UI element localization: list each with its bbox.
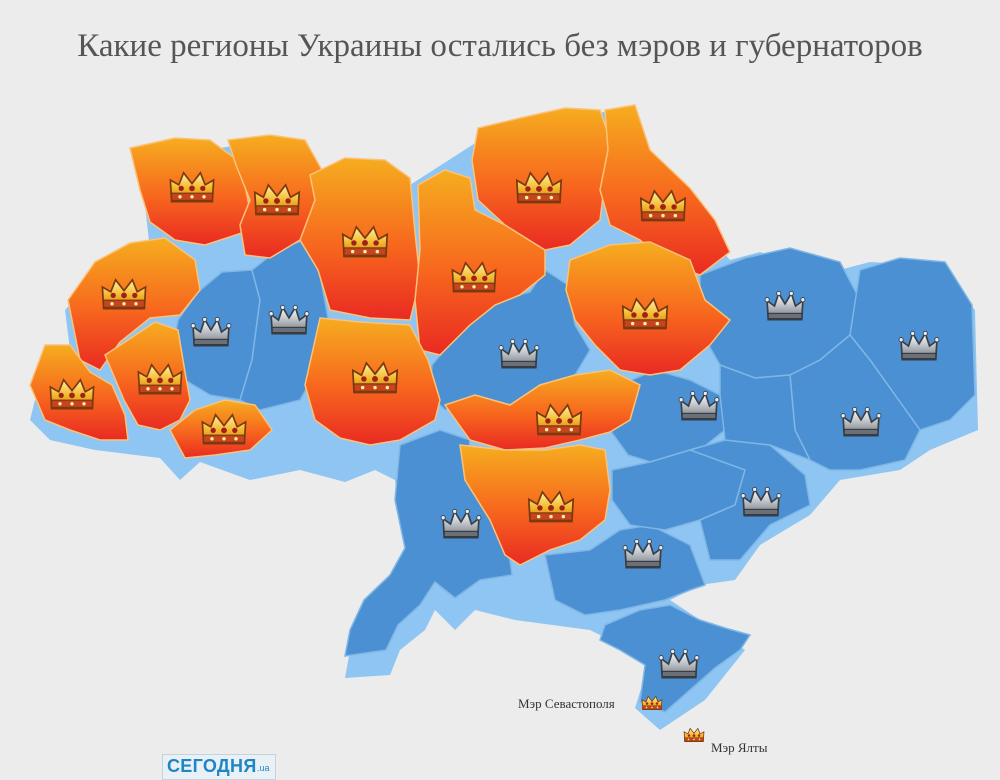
regions-without-head (29, 104, 732, 566)
region-dnipropetrovsk (719, 363, 812, 462)
map-title: Какие регионы Украины остались без мэров… (77, 28, 923, 64)
region-chernihiv (471, 107, 611, 251)
logo-name: СЕГОДНЯ (167, 756, 257, 776)
golden-crown-icon (683, 728, 705, 743)
callout-yalta: Мэр Ялты (711, 740, 768, 755)
region-poltava (609, 369, 726, 466)
region-sumy (599, 104, 731, 276)
callout-sevastopol: Мэр Севастополя (518, 696, 615, 711)
logo-suffix: .ua (257, 763, 270, 773)
segodnya-logo[interactable]: СЕГОДНЯ .ua (162, 754, 276, 780)
region-kyiv-north (414, 169, 546, 356)
region-kherson (544, 524, 706, 616)
